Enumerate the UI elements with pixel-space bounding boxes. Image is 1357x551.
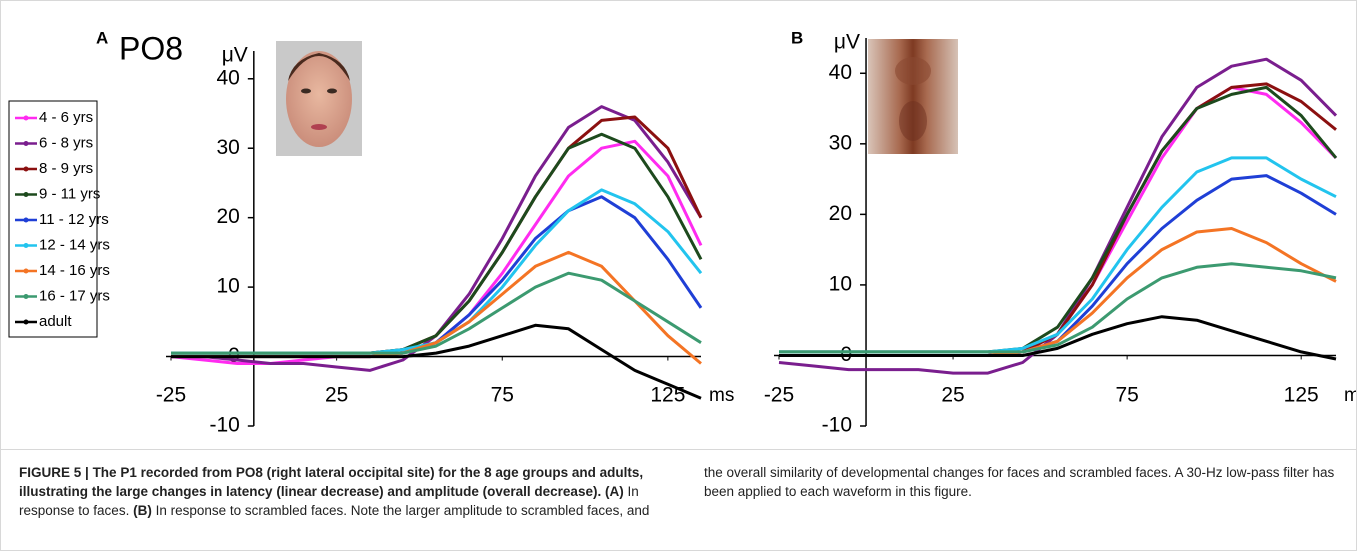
- y-tick-label: -10: [822, 414, 852, 437]
- series-line: [779, 315, 1337, 361]
- panel-title: PO8: [119, 30, 183, 66]
- series-line: [171, 188, 703, 355]
- legend-marker: [23, 141, 29, 146]
- legend-label: 9 - 11 yrs: [39, 185, 100, 202]
- x-axis-label: ms: [1344, 385, 1356, 406]
- legend-label: 14 - 16 yrs: [39, 262, 110, 279]
- legend-label: 4 - 6 yrs: [39, 109, 93, 126]
- series-line: [171, 195, 703, 359]
- legend-label: 16 - 17 yrs: [39, 287, 110, 304]
- series-line: [779, 85, 1338, 354]
- caption-text-b: In response to scrambled faces. Note the…: [155, 465, 1335, 518]
- series-line: [779, 262, 1337, 354]
- y-axis-label: μV: [834, 31, 860, 54]
- legend-marker: [23, 217, 29, 223]
- panel-label: B: [791, 28, 803, 47]
- legend-marker: [23, 115, 29, 121]
- caption-label: FIGURE 5 |: [19, 465, 89, 480]
- caption-text-a: In response to faces.: [19, 484, 639, 518]
- legend-marker: [23, 294, 29, 299]
- divider: [1, 449, 1356, 450]
- y-tick-label: 40: [216, 66, 239, 89]
- panel-label: A: [96, 28, 108, 47]
- legend-label: 8 - 9 yrs: [39, 160, 93, 177]
- series-line: [779, 156, 1337, 354]
- caption-key-b: (B): [133, 503, 152, 518]
- y-axis-label: μV: [222, 44, 248, 67]
- series-line: [171, 115, 703, 355]
- legend-marker: [23, 166, 29, 172]
- y-tick-label: 20: [829, 202, 852, 225]
- y-tick-label: 40: [829, 61, 852, 84]
- legend-label: 12 - 14 yrs: [39, 236, 110, 253]
- y-tick-label: 20: [216, 205, 239, 228]
- legend-marker: [23, 243, 29, 248]
- series-line: [171, 105, 703, 372]
- x-tick-label: 75: [491, 384, 514, 407]
- legend-label: adult: [39, 313, 72, 330]
- legend-marker: [23, 319, 29, 325]
- y-tick-label: 10: [216, 275, 239, 298]
- legend-marker: [23, 192, 29, 197]
- face-image: [276, 41, 362, 156]
- caption-key-a: (A): [604, 484, 624, 499]
- legend-label: 6 - 8 yrs: [39, 134, 93, 151]
- x-tick-label: 125: [1284, 384, 1319, 407]
- series-line: [779, 85, 1338, 357]
- series-line: [779, 82, 1337, 357]
- x-axis-label: ms: [709, 385, 734, 406]
- x-tick-label: 125: [650, 384, 685, 407]
- y-tick-label: -10: [209, 414, 239, 437]
- series-line: [170, 139, 703, 365]
- y-tick-label: 30: [829, 131, 852, 154]
- x-tick-label: 25: [941, 384, 964, 407]
- series-line: [171, 132, 703, 355]
- series-line: [171, 271, 702, 355]
- scrambled-face-image: [868, 39, 958, 154]
- x-tick-label: -25: [156, 384, 186, 407]
- y-tick-label: 10: [829, 272, 852, 295]
- x-tick-label: 75: [1115, 384, 1138, 407]
- legend-marker: [23, 268, 29, 274]
- x-tick-label: -25: [764, 384, 794, 407]
- x-tick-label: 25: [325, 384, 348, 407]
- series-line: [171, 323, 702, 400]
- legend-label: 11 - 12 yrs: [39, 211, 109, 228]
- y-tick-label: 30: [216, 136, 239, 159]
- caption: FIGURE 5 | The P1 recorded from PO8 (rig…: [19, 463, 1339, 545]
- caption-title: The P1 recorded from PO8 (right lateral …: [19, 465, 644, 499]
